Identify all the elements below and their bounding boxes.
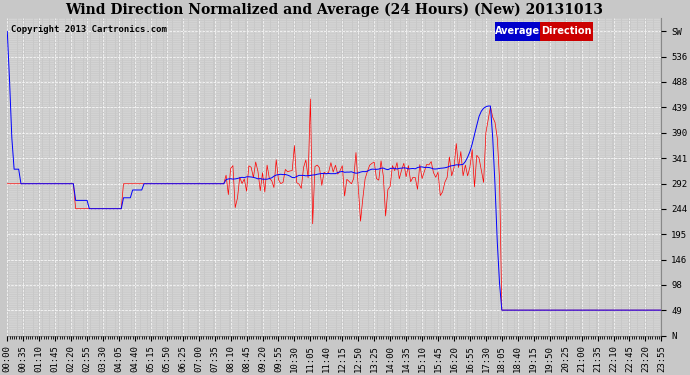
Title: Wind Direction Normalized and Average (24 Hours) (New) 20131013: Wind Direction Normalized and Average (2… bbox=[66, 3, 603, 17]
FancyBboxPatch shape bbox=[540, 21, 593, 40]
Text: Average: Average bbox=[495, 26, 540, 36]
FancyBboxPatch shape bbox=[495, 21, 540, 40]
Text: Direction: Direction bbox=[541, 26, 592, 36]
Text: Copyright 2013 Cartronics.com: Copyright 2013 Cartronics.com bbox=[10, 25, 166, 34]
